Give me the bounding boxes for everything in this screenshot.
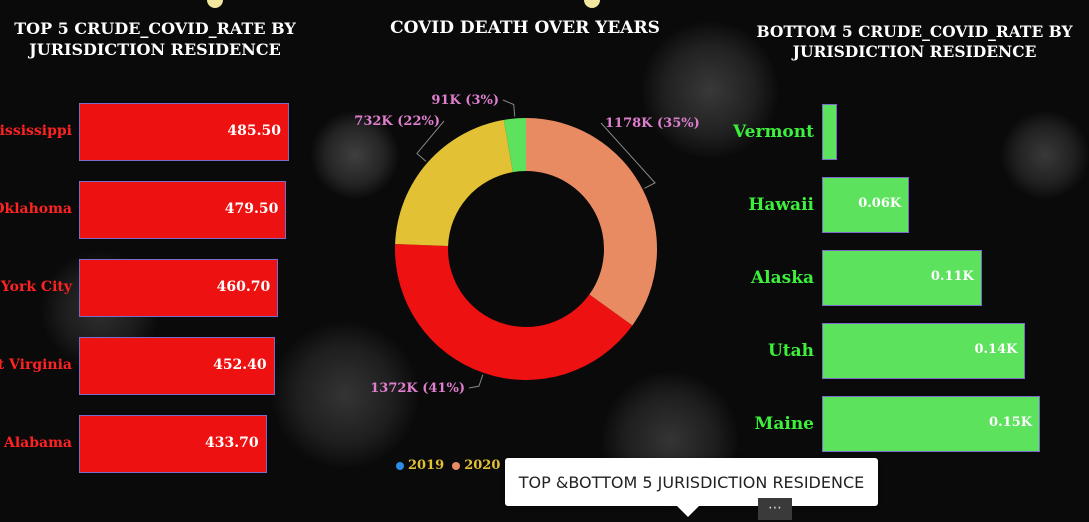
bottom5-bar[interactable] — [822, 396, 1040, 452]
bottom5-bar-value: 0.06K — [858, 196, 902, 211]
bottom5-category-label: Hawaii — [748, 195, 814, 215]
bottom5-bar[interactable] — [822, 250, 982, 306]
top5-bar[interactable] — [79, 259, 279, 317]
top5-bar-value: 433.70 — [205, 435, 259, 451]
legend-label-2020: 2020 — [464, 458, 501, 473]
bottom5-title-line2: JURISDICTION RESIDENCE — [792, 42, 1037, 61]
top-dot — [584, 0, 600, 8]
top5-bar-value: 452.40 — [213, 357, 267, 373]
top5-category-label: Oklahoma — [0, 201, 72, 217]
bottom5-bar-value: 0.11K — [930, 269, 974, 284]
bottom5-category-label: Vermont — [733, 122, 814, 142]
background-virus-2 — [640, 20, 780, 160]
legend-item-2020[interactable]: 2020 — [452, 458, 500, 473]
donut-leader-line — [416, 120, 445, 162]
donut-slice[interactable] — [503, 118, 526, 173]
top5-category-label: lississippi — [0, 123, 72, 139]
top5-chart-title: TOP 5 CRUDE_COVID_RATE BY JURISDICTION R… — [0, 18, 310, 60]
top-dot — [207, 0, 223, 8]
donut-slice[interactable] — [526, 118, 657, 326]
donut-slice[interactable] — [395, 119, 513, 247]
bottom5-bar-value: 0.14K — [974, 342, 1018, 357]
top5-category-label: York City — [0, 279, 72, 295]
legend-label-2019: 2019 — [408, 458, 445, 473]
bottom5-category-label: Utah — [767, 341, 814, 361]
top5-bar[interactable] — [79, 181, 287, 239]
tooltip: TOP &BOTTOM 5 JURISDICTION RESIDENCE — [505, 458, 878, 506]
donut-legend: 2019 2020 — [396, 458, 517, 473]
top5-bar[interactable] — [79, 415, 267, 473]
bottom5-bar[interactable] — [822, 177, 910, 233]
donut-slice[interactable] — [395, 244, 633, 380]
bottom5-bar[interactable] — [822, 323, 1026, 379]
bottom5-bar[interactable] — [822, 104, 837, 160]
top5-bar-value: 485.50 — [227, 123, 281, 139]
donut-chart-title: COVID DEATH OVER YEARS — [390, 18, 660, 38]
tooltip-arrow — [676, 505, 700, 517]
background-virus-3 — [1000, 110, 1089, 200]
top5-bar-value: 460.70 — [216, 279, 271, 295]
legend-dot-2020 — [452, 461, 461, 470]
top5-category-label: t Virginia — [0, 357, 72, 373]
top5-bar-value: 479.50 — [224, 201, 279, 217]
top5-category-label: Alabama — [4, 435, 72, 451]
top5-bar[interactable] — [79, 103, 289, 161]
bottom5-chart-title: BOTTOM 5 CRUDE_COVID_RATE BY JURISDICTIO… — [740, 22, 1089, 62]
donut-leader-line — [502, 99, 516, 117]
donut-leader-line — [468, 374, 484, 389]
legend-dot-2019 — [396, 461, 404, 470]
bottom5-bar-value: 0.15K — [989, 415, 1032, 430]
bottom5-category-label: Alaska — [750, 268, 814, 288]
legend-item-2019[interactable]: 2019 — [396, 458, 444, 473]
background-virus-1 — [310, 110, 400, 200]
donut-leader-line — [600, 122, 656, 189]
more-options-button[interactable]: ⋯ — [758, 498, 792, 520]
top5-title-line1: TOP 5 CRUDE_COVID_RATE BY — [14, 19, 296, 38]
background-virus-4 — [270, 320, 420, 470]
donut-data-label: 91K (3%) — [431, 93, 499, 108]
top5-title-line2: JURISDICTION RESIDENCE — [29, 40, 281, 59]
bottom5-category-label: Maine — [754, 414, 814, 434]
bottom5-title-line1: BOTTOM 5 CRUDE_COVID_RATE BY — [756, 22, 1073, 41]
top5-bar[interactable] — [79, 337, 275, 395]
